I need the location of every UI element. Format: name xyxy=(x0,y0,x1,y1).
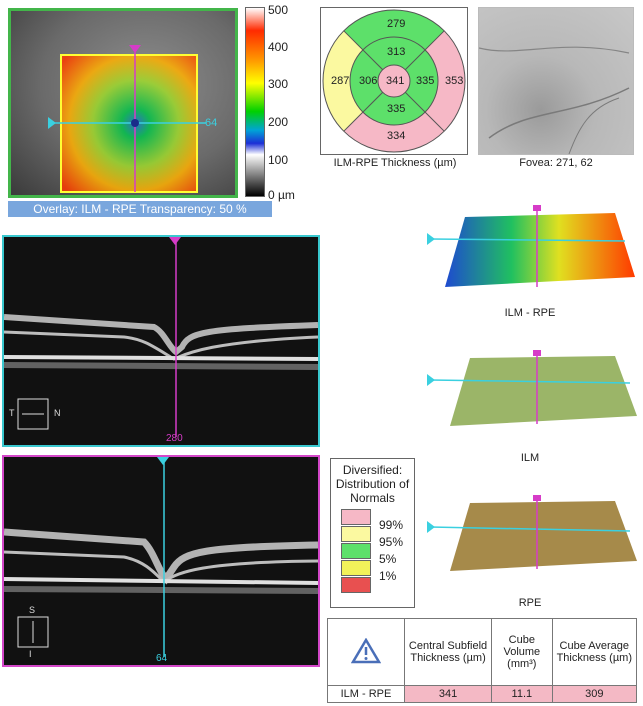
legend-label: 95% xyxy=(379,535,404,549)
dir-superior: S xyxy=(29,605,36,615)
sector-inner-top: 313 xyxy=(387,46,406,58)
legend-label: 99% xyxy=(379,518,404,532)
warning-cell xyxy=(327,618,405,686)
surface-graphic xyxy=(427,495,637,571)
warning-icon xyxy=(350,637,382,663)
legend-swatch xyxy=(341,526,371,542)
dir-temporal: T xyxy=(9,408,15,418)
value-cube-average: 309 xyxy=(551,685,638,703)
h-position-marker-icon[interactable] xyxy=(157,457,169,465)
legend-title: Diversified: Distribution of Normals xyxy=(335,463,410,505)
colorbar-tick: 200 xyxy=(268,115,289,129)
horizontal-bscan[interactable]: 280 T N xyxy=(2,235,320,447)
sector-inner-left: 306 xyxy=(359,75,378,87)
sector-inner-bottom: 335 xyxy=(387,103,406,115)
surface-graphic xyxy=(427,350,637,426)
header-cube-average: Cube Average Thickness (µm) xyxy=(551,618,638,686)
surface-3-label: RPE xyxy=(518,597,542,609)
surface-1-label: ILM - RPE xyxy=(504,307,556,319)
overlay-caption: Overlay: ILM - RPE Transparency: 50 % xyxy=(8,201,272,217)
legend-swatch xyxy=(341,543,371,559)
v-position-marker-icon[interactable] xyxy=(169,237,181,245)
surface-3d-ilm-rpe[interactable] xyxy=(425,205,640,295)
summary-table: Central Subfield Thickness (µm) Cube Vol… xyxy=(327,618,638,703)
legend-swatch xyxy=(341,509,371,525)
h-scan-marker-icon[interactable] xyxy=(48,117,56,129)
value-cube-volume: 11.1 xyxy=(491,685,553,703)
legend-label: 1% xyxy=(379,569,397,583)
normals-distribution-legend: Diversified: Distribution of Normals 99%… xyxy=(330,458,415,608)
legend-swatch xyxy=(341,577,371,593)
sector-outer-bottom: 334 xyxy=(387,130,406,142)
sector-center: 341 xyxy=(386,75,405,87)
sector-inner-right: 335 xyxy=(416,75,435,87)
overlay-graphic xyxy=(49,49,206,193)
bscan-image xyxy=(4,237,318,437)
surface-2-label: ILM xyxy=(520,452,540,464)
value-central-subfield: 341 xyxy=(403,685,493,703)
sector-map-title: ILM-RPE Thickness (µm) xyxy=(333,157,457,169)
dir-nasal: N xyxy=(54,408,61,418)
colorbar-tick: 300 xyxy=(268,77,289,91)
colorbar-tick: 0 µm xyxy=(268,188,295,202)
surface-graphic xyxy=(427,205,635,287)
bscan-v-index: 64 xyxy=(156,653,168,664)
thickness-overlay-fundus[interactable]: 64 xyxy=(8,8,238,198)
sector-rings xyxy=(322,9,466,153)
row-label: ILM - RPE xyxy=(327,685,405,703)
fovea-fundus-image[interactable] xyxy=(478,7,634,155)
sector-outer-top: 279 xyxy=(387,18,406,30)
sector-outer-right: 353 xyxy=(445,75,464,87)
surface-3d-ilm[interactable] xyxy=(425,350,640,430)
header-central-subfield: Central Subfield Thickness (µm) xyxy=(403,618,493,686)
dir-inferior: I xyxy=(29,649,32,659)
colorbar-tick: 400 xyxy=(268,40,289,54)
sector-thickness-map[interactable]: 279 287 353 334 313 306 335 335 341 xyxy=(320,7,468,155)
fundus-vessels xyxy=(478,46,630,155)
colorbar-tick: 500 xyxy=(268,3,289,17)
fovea-caption: Fovea: 271, 62 xyxy=(519,157,593,169)
header-cube-volume: Cube Volume (mm³) xyxy=(491,618,553,686)
vertical-bscan[interactable]: 64 S I xyxy=(2,455,320,667)
surface-3d-rpe[interactable] xyxy=(425,495,640,575)
legend-label: 5% xyxy=(379,552,397,566)
bscan-image xyxy=(4,457,318,657)
legend-swatch xyxy=(341,560,371,576)
thickness-colorbar xyxy=(245,7,265,197)
h-scan-index-label: 64 xyxy=(205,117,218,129)
colorbar-tick: 100 xyxy=(268,153,289,167)
bscan-h-index: 280 xyxy=(166,433,183,444)
sector-outer-left: 287 xyxy=(331,75,350,87)
v-scan-marker-icon[interactable] xyxy=(129,45,141,53)
